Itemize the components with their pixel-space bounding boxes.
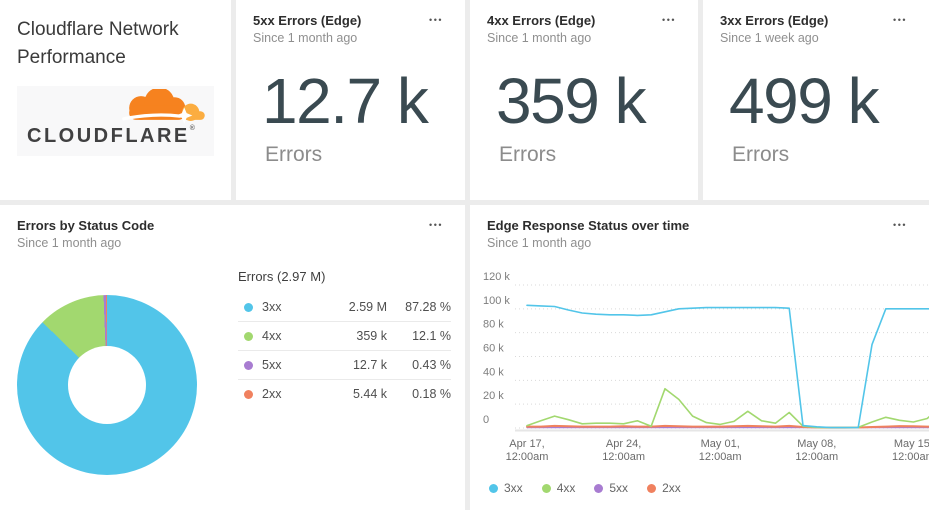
status-label: 4xx	[262, 329, 282, 343]
status-percent: 12.1 %	[412, 329, 451, 343]
card-subtitle: Since 1 month ago	[17, 236, 122, 250]
counter-unit: Errors	[265, 143, 323, 166]
status-percent: 0.43 %	[412, 358, 451, 372]
legend-label: 5xx	[609, 481, 629, 495]
counter-card-4xx: 4xx Errors (Edge) Since 1 month ago ••• …	[470, 0, 698, 200]
series-line-3xx	[526, 304, 929, 429]
legend-dot-icon	[594, 483, 604, 493]
status-label: 2xx	[262, 387, 282, 401]
y-axis-tick-label: 100 k	[483, 295, 510, 307]
status-count: 5.44 k	[352, 387, 387, 401]
legend-label: 3xx	[504, 481, 523, 495]
status-label: 5xx	[262, 358, 282, 372]
y-axis-tick-label: 0	[483, 414, 489, 426]
donut-table-title: Errors (2.97 M)	[238, 269, 326, 284]
legend-dot-icon	[647, 483, 657, 493]
counter-title: 4xx Errors (Edge)	[487, 13, 596, 28]
y-axis-tick-label: 40 k	[483, 366, 504, 378]
legend-row-2xx[interactable]: 2xx 5.44 k 0.18 %	[238, 379, 451, 408]
counter-subtitle: Since 1 week ago	[720, 31, 819, 45]
status-dot-icon	[244, 302, 253, 312]
cloudflare-wordmark: CLOUDFLARE®	[27, 125, 195, 147]
donut-table-rows: 3xx 2.59 M 87.28 % 4xx 359 k 12.1 % 5xx 12.7 k 0…	[238, 293, 451, 408]
y-axis-tick-label: 80 k	[483, 319, 504, 331]
card-subtitle: Since 1 month ago	[487, 236, 592, 250]
legend-label: 4xx	[556, 481, 576, 495]
cloudflare-logo: CLOUDFLARE®	[17, 86, 214, 156]
legend-item-3xx[interactable]: 3xx	[489, 481, 523, 495]
status-count: 2.59 M	[348, 300, 387, 314]
legend-item-2xx[interactable]: 2xx	[647, 481, 681, 495]
y-axis-tick-label: 60 k	[483, 343, 504, 355]
timeseries-plot[interactable]: 0 20 k 40 k 60 k 80 k 100 k 120 k Apr 17, 12:00a…	[470, 265, 929, 475]
counter-value: 359 k	[496, 65, 647, 137]
series-line-4xx	[526, 387, 929, 429]
legend-label: 2xx	[662, 481, 681, 495]
status-count: 12.7 k	[352, 358, 387, 372]
y-axis-tick-label: 120 k	[483, 271, 510, 283]
counter-card-3xx: 3xx Errors (Edge) Since 1 week ago ••• 4…	[703, 0, 929, 200]
x-axis-tick-label: May 08, 12:00am	[795, 438, 838, 463]
ellipsis-menu-icon[interactable]: •••	[893, 15, 907, 25]
x-axis-tick-label: Apr 17, 12:00am	[506, 438, 549, 463]
status-count: 359 k	[356, 329, 387, 343]
status-dot-icon	[244, 360, 253, 370]
legend-dot-icon	[489, 483, 498, 493]
card-title: Errors by Status Code	[17, 218, 155, 233]
status-percent: 87.28 %	[405, 300, 451, 314]
card-title: Edge Response Status over time	[487, 218, 690, 233]
donut-legend-table: Errors (2.97 M) 3xx 2.59 M 87.28 % 4xx 359 k…	[238, 269, 451, 408]
status-percent: 0.18 %	[412, 387, 451, 401]
counter-title: 5xx Errors (Edge)	[253, 13, 362, 28]
legend-row-5xx[interactable]: 5xx 12.7 k 0.43 %	[238, 350, 451, 379]
series-line-2xx	[526, 424, 929, 429]
dashboard-title: Cloudflare Network Performance	[17, 19, 179, 68]
counter-title: 3xx Errors (Edge)	[720, 13, 829, 28]
x-axis-tick-label: May 15,12:00am	[892, 438, 929, 463]
x-axis-tick-label: Apr 24, 12:00am	[602, 438, 645, 463]
legend-row-4xx[interactable]: 4xx 359 k 12.1 %	[238, 321, 451, 350]
counter-unit: Errors	[499, 143, 557, 166]
timeseries-legend: 3xx 4xx 5xx 2xx	[489, 481, 681, 495]
ellipsis-menu-icon[interactable]: •••	[429, 15, 443, 25]
registered-mark: ®	[189, 125, 195, 132]
counter-value: 499 k	[729, 65, 880, 137]
counter-unit: Errors	[732, 143, 790, 166]
counter-card-5xx: 5xx Errors (Edge) Since 1 month ago ••• …	[236, 0, 465, 200]
legend-row-3xx[interactable]: 3xx 2.59 M 87.28 %	[238, 293, 451, 321]
counter-subtitle: Since 1 month ago	[487, 31, 592, 45]
counter-value: 12.7 k	[262, 65, 429, 137]
legend-item-5xx[interactable]: 5xx	[594, 481, 628, 495]
ellipsis-menu-icon[interactable]: •••	[429, 220, 443, 230]
ellipsis-menu-icon[interactable]: •••	[662, 15, 676, 25]
legend-item-4xx[interactable]: 4xx	[541, 481, 576, 495]
cloudflare-cloud-icon	[122, 89, 205, 124]
y-axis-tick-label: 20 k	[483, 390, 504, 402]
status-dot-icon	[244, 331, 253, 341]
counter-subtitle: Since 1 month ago	[253, 31, 358, 45]
donut-chart[interactable]	[17, 295, 197, 475]
status-dot-icon	[244, 389, 253, 399]
errors-by-status-card: Errors by Status Code Since 1 month ago …	[0, 205, 465, 510]
status-label: 3xx	[262, 300, 282, 314]
donut-hole	[68, 346, 146, 424]
edge-response-status-card: Edge Response Status over time Since 1 m…	[470, 205, 929, 510]
x-axis-tick-label: May 01, 12:00am	[699, 438, 742, 463]
legend-dot-icon	[541, 483, 551, 493]
dashboard-title-card: Cloudflare Network Performance CLOUDFLAR…	[0, 0, 231, 200]
ellipsis-menu-icon[interactable]: •••	[893, 220, 907, 230]
